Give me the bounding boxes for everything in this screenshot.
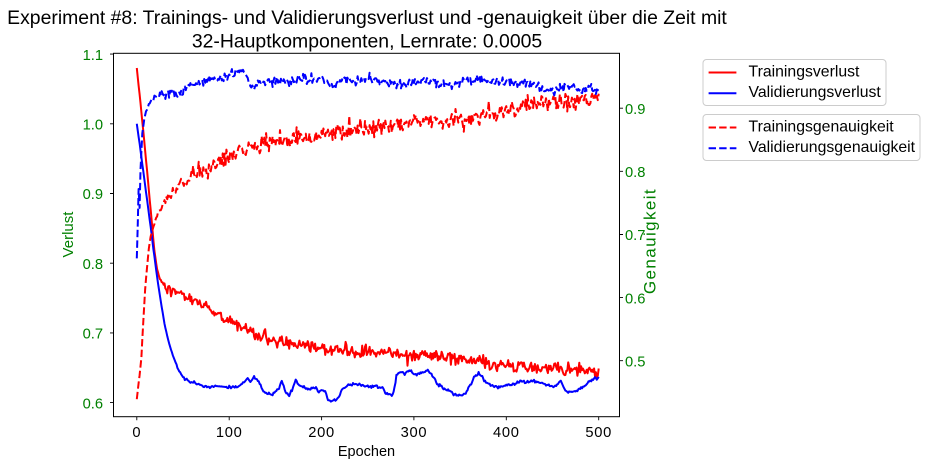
svg-text:0.8: 0.8 <box>83 257 103 273</box>
svg-text:Trainingsverlust: Trainingsverlust <box>749 63 861 80</box>
svg-text:32-Hauptkomponenten, Lernrate:: 32-Hauptkomponenten, Lernrate: 0.0005 <box>192 30 542 52</box>
svg-text:500: 500 <box>585 425 612 441</box>
svg-text:0.6: 0.6 <box>625 291 645 307</box>
svg-text:Epochen: Epochen <box>338 444 395 460</box>
svg-text:0.7: 0.7 <box>83 327 103 343</box>
svg-text:0.6: 0.6 <box>83 396 103 412</box>
svg-text:Validierungsverlust: Validierungsverlust <box>749 84 882 101</box>
svg-text:0.9: 0.9 <box>83 187 103 203</box>
svg-text:Trainingsgenauigkeit: Trainingsgenauigkeit <box>749 118 895 135</box>
svg-text:Experiment #8: Trainings- und: Experiment #8: Trainings- und Validierun… <box>7 7 727 29</box>
svg-text:0.8: 0.8 <box>625 165 645 181</box>
svg-text:1.1: 1.1 <box>83 48 103 64</box>
svg-text:Validierungsgenauigkeit: Validierungsgenauigkeit <box>749 139 916 156</box>
svg-text:200: 200 <box>308 425 335 441</box>
svg-text:300: 300 <box>401 425 428 441</box>
svg-text:Genauigkeit: Genauigkeit <box>640 188 659 294</box>
svg-text:100: 100 <box>216 425 243 441</box>
svg-text:400: 400 <box>493 425 520 441</box>
svg-text:Verlust: Verlust <box>60 211 77 258</box>
svg-text:0: 0 <box>132 425 141 441</box>
svg-text:0.7: 0.7 <box>625 228 645 244</box>
svg-text:0.5: 0.5 <box>625 354 645 370</box>
svg-text:0.9: 0.9 <box>625 102 645 118</box>
svg-text:1.0: 1.0 <box>83 118 103 134</box>
